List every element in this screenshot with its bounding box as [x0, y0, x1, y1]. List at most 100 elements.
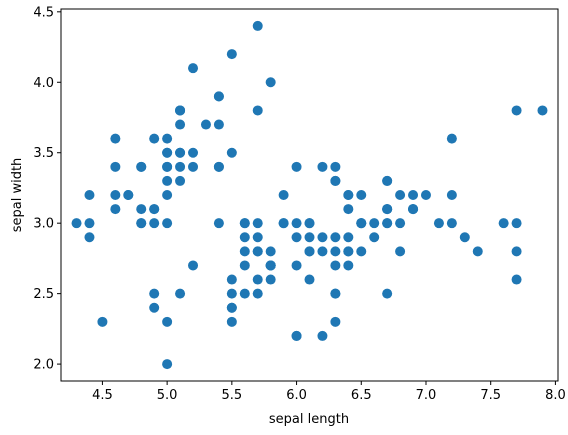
data-point [395, 246, 406, 257]
data-point [239, 260, 250, 271]
data-point [239, 232, 250, 243]
y-tick-label: 4.5 [33, 5, 54, 20]
data-point [149, 204, 160, 215]
y-tick-label: 3.5 [33, 146, 54, 161]
data-point [97, 316, 108, 327]
data-point [382, 204, 393, 215]
x-tick-label: 7.0 [416, 388, 437, 403]
data-point [446, 218, 457, 229]
data-point [162, 133, 173, 144]
data-point [278, 190, 289, 200]
data-point [343, 246, 354, 257]
y-tick-label: 2.0 [33, 358, 54, 373]
points-layer [71, 20, 548, 370]
data-point [382, 288, 393, 299]
data-point [356, 190, 367, 200]
y-axis-ticks: 2.0 2.5 3.0 3.5 4.0 4.5 [33, 5, 61, 373]
data-point [537, 105, 548, 116]
data-point [369, 218, 380, 229]
data-point [330, 288, 341, 299]
data-point [213, 161, 224, 172]
data-point [265, 274, 276, 285]
data-point [84, 232, 95, 243]
data-point [343, 204, 354, 215]
data-point [162, 147, 173, 158]
data-point [252, 20, 263, 31]
data-point [84, 218, 95, 229]
data-point [511, 218, 522, 229]
data-point [149, 288, 160, 299]
data-point [136, 218, 147, 229]
data-point [252, 288, 263, 299]
data-point [110, 204, 121, 215]
data-point [265, 77, 276, 88]
data-point [304, 218, 315, 229]
data-point [162, 316, 173, 327]
data-point [304, 232, 315, 243]
data-point [252, 246, 263, 257]
data-point [110, 161, 121, 172]
data-point [175, 161, 186, 172]
data-point [213, 119, 224, 130]
data-point [317, 161, 328, 172]
data-point [226, 147, 237, 158]
x-tick-label: 7.5 [480, 388, 501, 403]
data-point [226, 316, 237, 327]
data-point [408, 204, 419, 215]
data-point [175, 288, 186, 299]
data-point [188, 260, 199, 271]
data-point [239, 246, 250, 257]
data-point [84, 190, 95, 200]
data-point [291, 330, 302, 341]
data-point [446, 190, 457, 200]
data-point [71, 218, 82, 229]
data-point [110, 133, 121, 144]
data-point [123, 190, 134, 200]
data-point [330, 161, 341, 172]
x-tick-label: 6.0 [286, 388, 307, 403]
data-point [382, 175, 393, 186]
data-point [511, 105, 522, 116]
data-point [110, 190, 121, 200]
data-point [382, 218, 393, 229]
y-tick-label: 4.0 [33, 76, 54, 91]
data-point [317, 330, 328, 341]
data-point [356, 218, 367, 229]
data-point [395, 190, 406, 200]
data-point [213, 91, 224, 102]
data-point [343, 190, 354, 200]
data-point [330, 175, 341, 186]
data-point [162, 175, 173, 186]
data-point [239, 218, 250, 229]
x-tick-label: 5.0 [157, 388, 178, 403]
data-point [149, 218, 160, 229]
x-axis-ticks: 4.5 5.0 5.5 6.0 6.5 7.0 7.5 8.0 [92, 381, 566, 403]
data-point [408, 190, 419, 200]
data-point [330, 260, 341, 271]
data-point [226, 288, 237, 299]
data-point [511, 246, 522, 257]
data-point [291, 161, 302, 172]
data-point [226, 49, 237, 60]
data-point [291, 218, 302, 229]
data-point [304, 274, 315, 285]
data-point [291, 232, 302, 243]
data-point [343, 232, 354, 243]
data-point [162, 161, 173, 172]
y-tick-label: 2.5 [33, 287, 54, 302]
data-point [188, 161, 199, 172]
x-axis-label: sepal length [269, 412, 349, 427]
plot-frame [60, 8, 559, 382]
data-point [291, 260, 302, 271]
data-point [188, 63, 199, 74]
data-point [317, 246, 328, 257]
data-point [356, 246, 367, 257]
data-point [498, 218, 509, 229]
data-point [136, 204, 147, 215]
data-point [162, 359, 173, 370]
data-point [213, 218, 224, 229]
data-point [395, 218, 406, 229]
data-point [226, 302, 237, 313]
data-point [200, 119, 211, 130]
data-point [175, 119, 186, 130]
